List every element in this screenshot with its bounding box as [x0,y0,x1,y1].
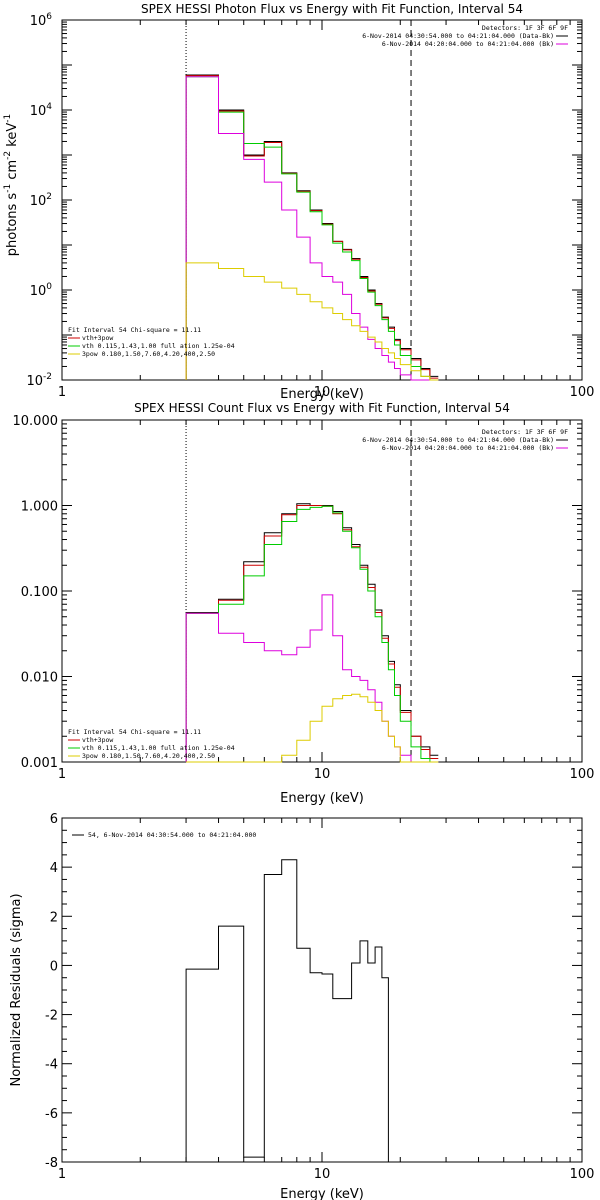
x-tick-label: 1 [58,767,66,782]
x-tick-label: 1 [58,1167,66,1182]
ylabel-part: photons s [5,193,20,257]
photon-flux-title: SPEX HESSI Photon Flux vs Energy with Fi… [141,2,523,16]
residuals-ylabel: Normalized Residuals (sigma) [9,893,24,1086]
series-yellow-line [185,262,439,381]
photon-flux-ylabel: photons s-1 cm-2 keV-1 [3,114,20,256]
series-black-line [185,859,411,1163]
ylabel-superscript: -1 [3,184,13,193]
ylabel-superscript: -1 [3,114,13,123]
y-tick-base: 10 [26,374,43,389]
legend-entry: 54, 6-Nov-2014 04:30:54.000 to 04:21:04.… [88,831,256,839]
y-tick-exp: 0 [46,282,52,292]
y-tick-exp: 4 [46,102,52,112]
series-red-line [185,75,439,380]
residuals-xlabel: Energy (keV) [280,1187,364,1200]
x-tick-label: 100 [570,385,595,400]
y-tick-label: 102 [30,192,52,209]
series-black-line [185,74,439,380]
y-tick-label: 0 [50,959,58,974]
x-tick-label: 10 [314,767,331,782]
y-tick-label: 1.000 [21,500,58,515]
legend-entry: 3pow 0.180,1.50,7.60,4.20,400,2.50 [82,350,215,358]
count-flux-xlabel: Energy (keV) [280,791,364,806]
legend-entry: Fit Interval 54 Chi-square = 11.11 [68,728,201,736]
y-tick-base: 10 [30,104,47,119]
y-tick-label: 10.000 [13,414,59,429]
series-green-line [185,505,439,763]
x-tick-label: 10 [314,385,331,400]
y-tick-label: 100 [30,282,53,299]
count-flux-title: SPEX HESSI Count Flux vs Energy with Fit… [134,401,510,415]
ylabel-part: cm [5,160,20,184]
series-red-line [185,505,439,762]
y-tick-exp: 6 [46,12,52,22]
count-flux-panel: SPEX HESSI Count Flux vs Energy with Fit… [13,401,595,806]
y-tick-label: 0.001 [21,756,58,771]
photon-flux-ylabel-text: photons s-1 cm-2 keV-1 [3,114,20,256]
series-yellow-line [186,693,439,763]
y-tick-label: -4 [45,1058,58,1073]
legend-entry: 6-Nov-2014 04:20:04.000 to 04:21:04.000 … [382,444,554,452]
series-magenta-line [185,594,439,763]
y-tick-label: 0.100 [21,585,58,600]
series-magenta-line [185,76,439,381]
ylabel-part: keV [5,123,20,151]
plot-frame [61,817,583,1163]
photon-flux-panel: SPEX HESSI Photon Flux vs Energy with Fi… [3,2,594,402]
y-tick-label: -8 [45,1156,58,1171]
legend-entry: vth 0.115,1.43,1.00 full ation 1.25e-04 [82,744,235,752]
series-green-line [185,76,439,381]
legend-entry: vth+3pow [82,334,113,342]
residuals-panel: Energy (keV) Normalized Residuals (sigma… [9,812,594,1200]
legend-entry: 6-Nov-2014 04:20:04.000 to 04:21:04.000 … [382,40,554,48]
x-tick-label: 100 [570,767,595,782]
y-tick-label: -2 [45,1009,58,1024]
y-tick-label: 104 [30,102,53,119]
legend-entry: 3pow 0.180,1.50,7.60,4.20,400,2.50 [82,752,215,760]
y-tick-label: -6 [45,1107,58,1122]
y-tick-label: 106 [30,12,53,29]
y-tick-base: 10 [30,14,47,29]
legend-entry: vth+3pow [82,736,113,744]
y-tick-base: 10 [30,284,47,299]
ylabel-superscript: -2 [3,151,13,160]
y-tick-base: 10 [30,194,47,209]
y-tick-label: 0.010 [21,671,58,686]
y-tick-label: 6 [50,812,58,827]
legend-entry: Detectors: 1F 3F 6F 9F [482,428,568,436]
x-tick-label: 100 [570,1167,595,1182]
y-tick-exp: -2 [43,372,52,382]
legend-entry: 6-Nov-2014 04:30:54.000 to 04:21:04.000 … [362,32,554,40]
legend-entry: 6-Nov-2014 04:30:54.000 to 04:21:04.000 … [362,436,554,444]
x-tick-label: 10 [314,1167,331,1182]
legend-entry: vth 0.115,1.43,1.00 full ation 1.25e-04 [82,342,235,350]
y-tick-label: 2 [50,910,58,925]
photon-flux-xlabel: Energy (keV) [280,387,364,402]
y-tick-exp: 2 [46,192,52,202]
y-tick-label: 4 [50,861,58,876]
x-tick-label: 1 [58,385,66,400]
legend-entry: Fit Interval 54 Chi-square = 11.11 [68,326,201,334]
legend-entry: Detectors: 1F 3F 6F 9F [482,24,568,32]
y-tick-label: 10-2 [26,372,52,389]
